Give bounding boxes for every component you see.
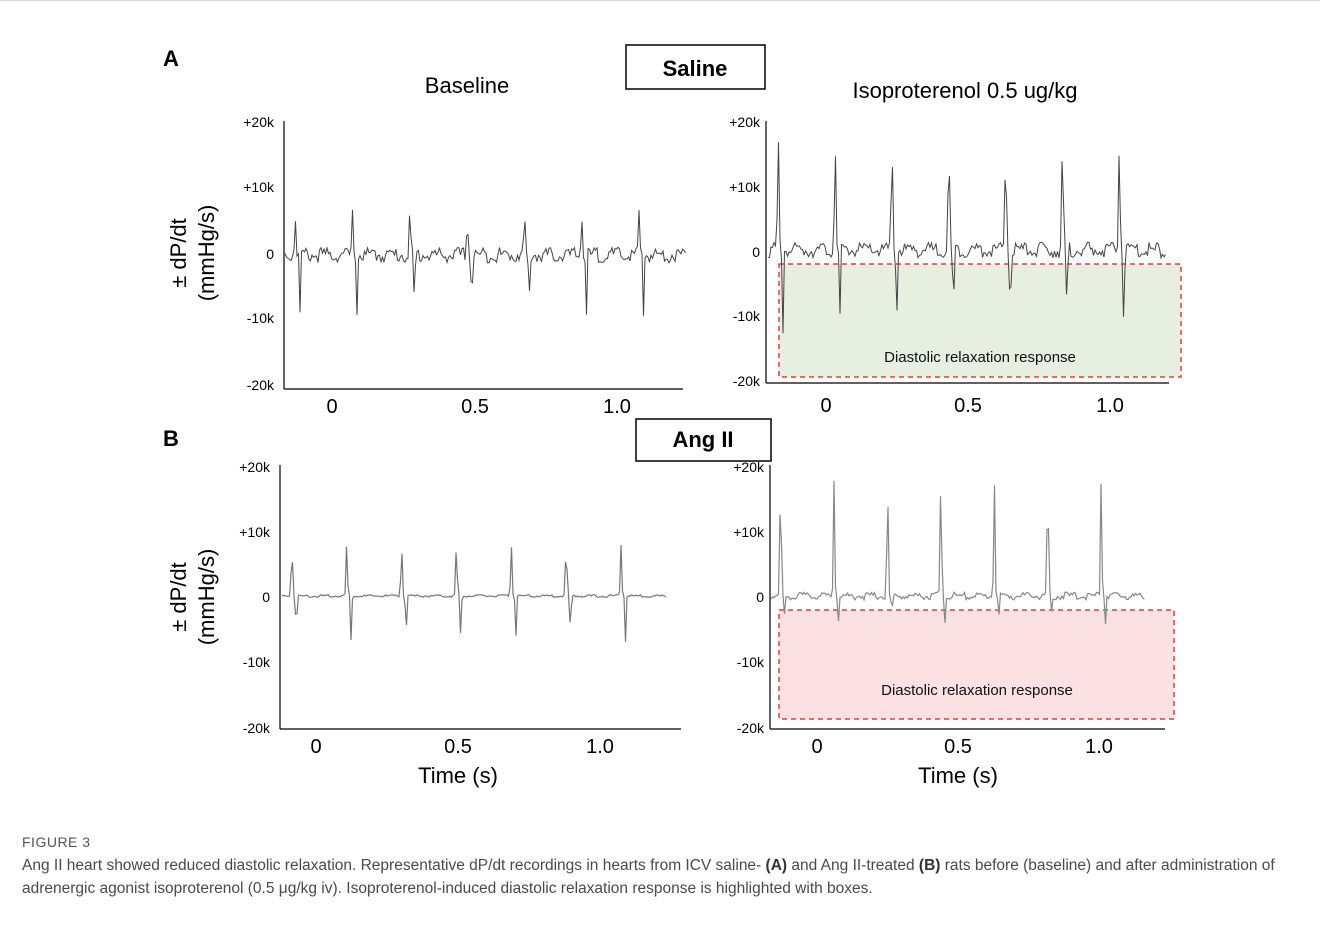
angii-group-box [635,418,772,462]
y-tick-label: -20k [737,720,765,736]
x-tick-label: 0 [811,736,822,758]
x-tick-label: 0.5 [444,736,472,758]
dpdt-trace [284,209,686,316]
y-tick-label: +10k [239,524,271,540]
plot-saline-baseline: +20k +10k 0 -10k -20k 0 0.5 1.0 [243,114,686,418]
diastolic-relaxation-box [778,263,1182,378]
y-tick-label: -20k [733,373,761,389]
y-tick-label: +10k [733,524,765,540]
figure-caption: FIGURE 3 Ang II heart showed reduced dia… [22,834,1302,900]
x-tick-label: 1.0 [1096,395,1124,417]
x-tick-label: 0 [820,395,831,417]
x-tick-label: 0 [310,736,321,758]
y-tick-label: +20k [729,114,761,130]
x-tick-label: 1.0 [1085,736,1113,758]
diastolic-relaxation-box [778,609,1175,720]
y-tick-label: 0 [752,244,760,260]
panel-a-letter: A [163,46,179,71]
plot-angii-isoproterenol: Diastolic relaxation response +20k +10k … [733,459,1175,788]
x-tick-label: 1.0 [603,396,631,418]
y-tick-label: -10k [733,308,761,324]
y-tick-label: -10k [737,654,765,670]
y-axis-title-a: ± dP/dt (mmHg/s) [166,205,219,302]
y-tick-label: 0 [262,589,270,605]
caption-sentence-2: and Ang II-treated [787,857,919,874]
figure-number: FIGURE 3 [22,834,91,850]
dpdt-trace [767,142,1166,334]
x-tick-label: 0 [326,396,337,418]
dpdt-trace [281,545,667,642]
x-axis-title: Time (s) [418,763,498,788]
caption-ref-a: (A) [765,857,788,874]
baseline-title: Baseline [425,73,509,98]
saline-group-label: Saline [663,56,728,81]
y-axis-title-b: ± dP/dt (mmHg/s) [166,549,219,646]
caption-ref-b: (B) [918,857,941,874]
y-tick-label: +20k [733,459,765,475]
x-tick-label: 0.5 [944,736,972,758]
x-axis-title: Time (s) [918,763,998,788]
y-tick-label: +10k [729,179,761,195]
y-tick-label: -10k [243,654,271,670]
y-axis-title-b-line1: ± dP/dt [166,562,191,632]
y-axis-title-a-line1: ± dP/dt [166,218,191,288]
y-tick-label: 0 [756,589,764,605]
diastolic-relaxation-label: Diastolic relaxation response [881,682,1073,699]
y-tick-label: +20k [239,459,271,475]
y-tick-label: 0 [266,246,274,262]
diastolic-relaxation-label: Diastolic relaxation response [884,349,1076,366]
x-tick-label: 0.5 [461,396,489,418]
y-axis-title-a-line2: (mmHg/s) [194,205,219,302]
caption-text: Ang II heart showed reduced diastolic re… [22,854,1302,900]
y-tick-label: +10k [243,179,275,195]
angii-group-label: Ang II [672,427,733,452]
plot-saline-isoproterenol: Diastolic relaxation response +20k +10k … [729,114,1182,417]
plot-angii-baseline: +20k +10k 0 -10k -20k 0 0.5 1.0 Time (s) [239,459,681,788]
isoproterenol-title: Isoproterenol 0.5 ug/kg [852,78,1077,103]
y-tick-label: -20k [243,720,271,736]
caption-sentence-1: Ang II heart showed reduced diastolic re… [22,857,766,874]
x-tick-label: 1.0 [586,736,614,758]
y-tick-label: -20k [247,377,275,393]
panel-b-letter: B [163,426,179,451]
caption-sentence-3: rats before (baseline) and after adminis… [22,857,1275,897]
saline-group-box [625,44,766,90]
y-tick-label: +20k [243,114,275,130]
dpdt-trace [770,480,1145,625]
y-axis-title-b-line2: (mmHg/s) [194,549,219,646]
y-tick-label: -10k [247,310,275,326]
x-tick-label: 0.5 [954,395,982,417]
